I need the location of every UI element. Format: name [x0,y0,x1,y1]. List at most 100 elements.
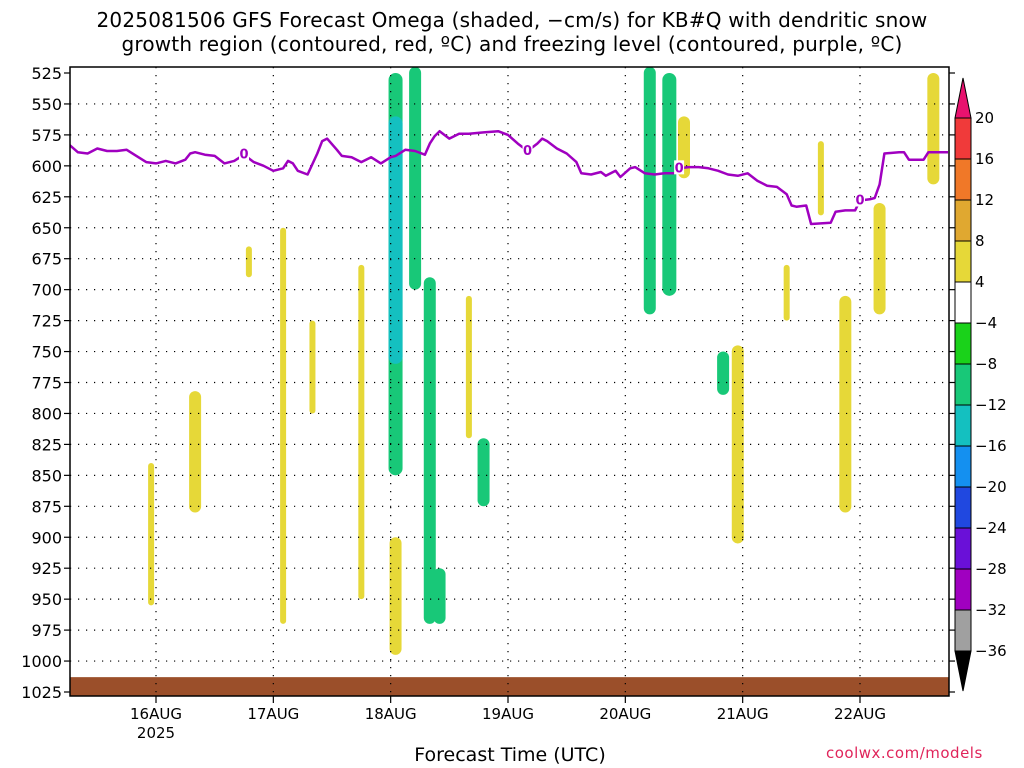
omega-cell [280,227,287,624]
x-tick-sublabel: 2025 [137,724,175,742]
colorbar-swatch [954,568,972,611]
title-line-1: 2025081506 GFS Forecast Omega (shaded, −… [96,8,928,32]
freezing-label-bg [522,142,533,157]
x-tick-label: 19AUG [482,705,534,723]
omega-cell [717,351,730,395]
y-tick-label: 825 [31,435,62,454]
colorbar-swatch [954,363,972,406]
title-line-2: growth region (contoured, red, ºC) and f… [121,32,903,56]
colorbar-label: −20 [975,478,1007,496]
colorbar-label: −12 [975,396,1007,414]
omega-cell [433,568,446,624]
colorbar-label: −36 [975,642,1007,660]
ground-layer [70,677,949,696]
colorbar-swatch [954,445,972,488]
omega-cell [388,116,403,364]
y-tick-label: 950 [31,590,62,609]
y-tick-label: 850 [31,466,62,485]
colorbar-label: −4 [975,314,997,332]
omega-cell [662,73,677,296]
y-tick-label: 700 [31,281,62,300]
x-tick-label: 20AUG [599,705,651,723]
omega-cell [731,345,744,544]
colorbar-label: 20 [975,109,994,127]
colorbar-top-arrow [954,77,972,119]
freezing-level-contour: 0 0 0 0 [70,129,948,226]
omega-cell [839,295,852,513]
colorbar-swatch [954,158,972,201]
freezing-level-label: 0 [239,148,248,163]
y-tick-label: 650 [31,219,62,238]
freezing-label-bg [674,160,685,175]
y-tick-label: 725 [31,312,62,331]
colorbar-label: −28 [975,560,1007,578]
plot-frame [69,66,950,697]
omega-cell [389,537,402,655]
plot-area [70,67,949,696]
colorbar-swatch [954,240,972,283]
x-tick-label: 17AUG [247,705,299,723]
colorbar-bottom-arrow [954,650,972,692]
omega-cell [358,264,365,600]
colorbar-label: 12 [975,191,994,209]
y-tick-label: 575 [31,126,62,145]
freezing-level-label: 0 [675,161,684,176]
colorbar-swatch [954,281,972,324]
x-tick-label: 21AUG [717,705,769,723]
y-tick-label: 525 [31,64,62,83]
colorbar-label: −24 [975,519,1007,537]
ground-fill [70,677,949,696]
y-tick-label: 1025 [21,683,62,702]
omega-cell [477,438,490,507]
y-tick-label: 750 [31,343,62,362]
colorbar-label: −16 [975,437,1007,455]
y-tick-label: 925 [31,559,62,578]
omega-cell [783,264,790,321]
omega-cell [189,391,202,513]
omega-cell [817,141,824,216]
y-tick-label: 625 [31,188,62,207]
colorbar-swatch [954,404,972,447]
x-tick-label: 16AUG [130,705,182,723]
y-tick-label: 875 [31,497,62,516]
x-axis-label: Forecast Time (UTC) [414,744,606,766]
y-tick-label: 775 [31,374,62,393]
x-tick-label: 22AUG [834,705,886,723]
chart-title: 2025081506 GFS Forecast Omega (shaded, −… [0,8,1024,56]
omega-cell [465,295,472,439]
y-tick-label: 1000 [21,652,62,671]
omega-cell [927,73,940,185]
colorbar-swatch [954,609,972,652]
colorbar: 20 16 12 8 4 −4 −8 −12 −16 −20 −24 −28 −32 −36 [954,77,1007,692]
colorbar-swatch [954,486,972,529]
freezing-label-bg [855,192,865,207]
omega-shading [148,67,940,655]
freezing-level-line [70,129,948,226]
y-tick-label: 600 [31,157,62,176]
credit-link[interactable]: coolwx.com/models [826,744,983,762]
colorbar-label: 16 [975,150,994,168]
freezing-level-label: 0 [855,194,864,209]
omega-cell [423,277,436,624]
colorbar-label: 8 [975,232,985,250]
y-tick-label: 550 [31,95,62,114]
omega-cell [148,462,155,606]
colorbar-swatch [954,117,972,160]
y-axis: 525 550 575 600 625 650 675 700 725 750 775 800 825 8… [21,64,955,702]
freezing-label-bg [239,146,249,161]
omega-cell [873,202,886,315]
omega-cell [643,67,656,315]
omega-cell [409,67,422,290]
y-tick-label: 900 [31,528,62,547]
x-tick-label: 18AUG [365,705,417,723]
colorbar-swatch [954,199,972,242]
colorbar-label: −32 [975,601,1007,619]
y-tick-label: 800 [31,404,62,423]
colorbar-label: −8 [975,355,997,373]
y-tick-label: 975 [31,621,62,640]
freezing-level-label: 0 [523,144,532,159]
colorbar-label: 4 [975,273,985,291]
omega-cell [245,246,252,278]
